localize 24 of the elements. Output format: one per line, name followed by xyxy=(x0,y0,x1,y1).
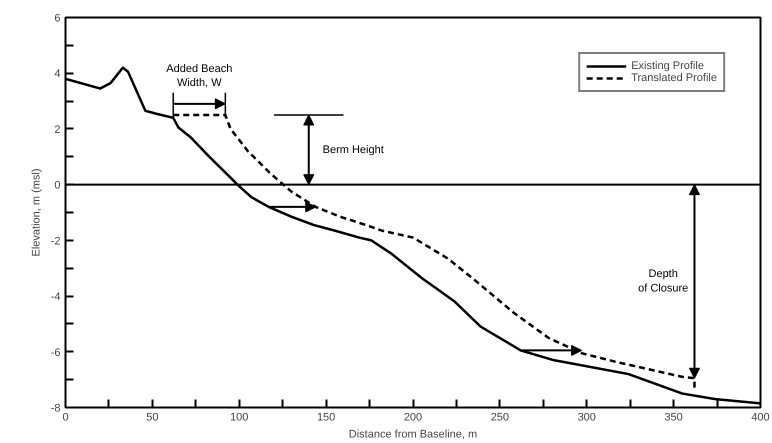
y-tick-label: -4 xyxy=(50,291,60,304)
x-tick-label: 350 xyxy=(664,412,683,424)
legend-label: Translated Profile xyxy=(631,72,717,84)
y-tick-label: 6 xyxy=(54,12,61,24)
y-tick-label: 0 xyxy=(54,180,61,192)
y-tick-label: -8 xyxy=(50,402,60,414)
x-tick-label: 50 xyxy=(146,412,159,424)
x-tick-label: 100 xyxy=(230,412,248,424)
annotation: Added Beach Width, W xyxy=(166,62,232,90)
y-axis-title: Elevation, m (msl) xyxy=(30,168,43,257)
x-tick-label: 0 xyxy=(62,412,69,424)
y-tick-label: -6 xyxy=(50,346,60,359)
y-tick-label: -2 xyxy=(50,235,60,248)
annotation: Depth of Closure xyxy=(638,268,688,295)
x-tick-label: 300 xyxy=(578,412,596,424)
annotation: Berm Height xyxy=(322,144,384,156)
x-axis-title: Distance from Baseline, m xyxy=(348,428,478,440)
x-tick-label: 200 xyxy=(404,412,422,424)
y-tick-label: 4 xyxy=(54,68,61,80)
y-tick-label: 2 xyxy=(54,124,61,136)
x-tick-label: 400 xyxy=(751,412,770,424)
x-tick-label: 150 xyxy=(316,412,336,424)
legend-label: Existing Profile xyxy=(631,60,704,72)
x-tick-label: 250 xyxy=(490,412,510,424)
